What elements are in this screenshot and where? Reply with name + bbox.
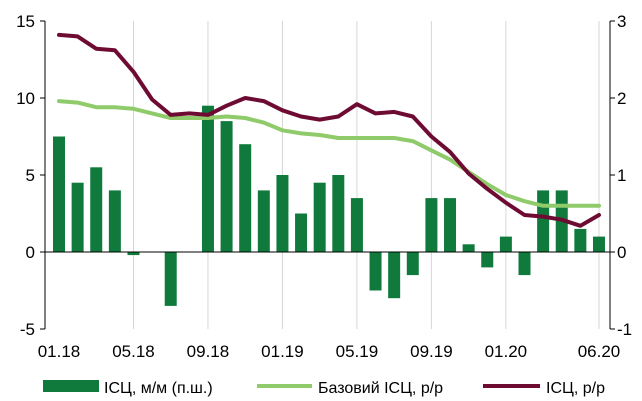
left-tick-label: 15: [16, 12, 35, 31]
bar-03.19: [313, 182, 326, 252]
right-tick-label: 0: [617, 243, 626, 262]
legend-label-bars: ІСЦ, м/м (п.ш.): [104, 380, 213, 397]
legend-label-base-cpi: Базовий ІСЦ, р/р: [318, 380, 443, 397]
x-tick-label: 09.18: [187, 342, 230, 361]
bar-08.19: [406, 252, 419, 276]
bar-03.20: [537, 190, 550, 252]
right-tick-label: 3: [617, 12, 626, 31]
left-tick-label: -5: [20, 320, 35, 339]
bar-01.19: [276, 175, 289, 252]
bar-05.18: [127, 252, 140, 256]
bar-02.18: [71, 182, 84, 252]
x-tick-label: 01.19: [261, 342, 304, 361]
bar-03.18: [90, 167, 103, 252]
x-tick-label: 01.20: [485, 342, 528, 361]
x-tick-label: 09.19: [410, 342, 453, 361]
left-tick-label: 0: [26, 243, 35, 262]
bar-06.19: [369, 252, 382, 291]
bar-04.18: [108, 190, 121, 252]
bar-11.19: [462, 244, 475, 252]
left-tick-label: 5: [26, 166, 35, 185]
bar-09.19: [425, 198, 438, 252]
bar-05.20: [574, 228, 587, 252]
bar-10.19: [444, 198, 457, 252]
bar-12.19: [481, 252, 494, 268]
right-tick-label: 2: [617, 89, 626, 108]
bar-09.18: [201, 105, 214, 252]
bar-02.20: [518, 252, 531, 276]
right-tick-label: -1: [617, 320, 632, 339]
bar-05.19: [350, 198, 363, 252]
left-axis-ticks: -5 0 5 10 15: [16, 12, 45, 339]
right-axis-ticks: -1 0 1 2 3: [610, 12, 632, 339]
bar-07.18: [164, 252, 177, 306]
x-tick-label: 05.18: [112, 342, 155, 361]
x-tick-label: 01.18: [38, 342, 81, 361]
bar-10.18: [220, 121, 233, 252]
bar-02.19: [295, 213, 308, 252]
x-tick-label: 05.19: [336, 342, 379, 361]
line-cpi: [57, 32, 601, 228]
bar-01.20: [499, 236, 512, 252]
bar-01.18: [53, 136, 65, 252]
left-tick-label: 10: [16, 89, 35, 108]
legend: ІСЦ, м/м (п.ш.) Базовий ІСЦ, р/р ІСЦ, р/…: [43, 380, 605, 397]
x-axis-ticks: 01.18 05.18 09.18 01.19 05.19 09.19 01.20 06.20: [38, 342, 621, 361]
line-series: [57, 32, 601, 228]
bar-06.20: [592, 236, 605, 252]
bar-12.18: [257, 190, 270, 252]
x-tick-label: 06.20: [578, 342, 621, 361]
legend-label-cpi: ІСЦ, р/р: [546, 380, 605, 397]
line-base-cpi: [57, 99, 601, 208]
right-tick-label: 1: [617, 166, 626, 185]
bar-07.19: [388, 252, 401, 299]
bar-11.18: [239, 144, 252, 252]
legend-swatch-bars: [43, 380, 99, 392]
bar-04.19: [332, 175, 345, 252]
